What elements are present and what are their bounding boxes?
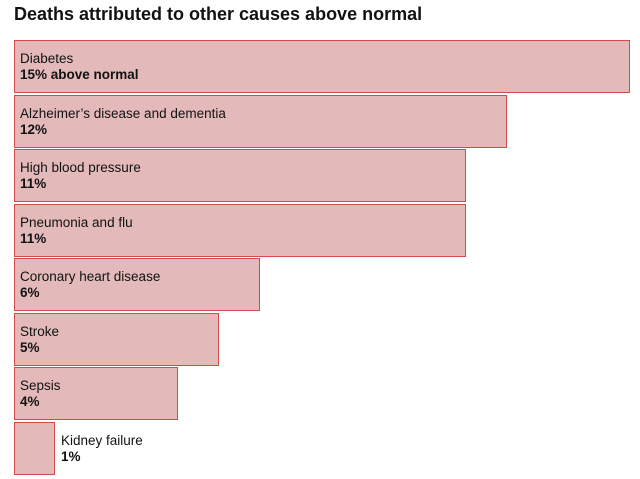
bar bbox=[14, 149, 466, 202]
bar-label: Diabetes 15% above normal bbox=[20, 51, 139, 83]
category-label: Kidney failure bbox=[61, 433, 143, 448]
category-label: Alzheimer’s disease and dementia bbox=[20, 106, 226, 121]
bar bbox=[14, 422, 55, 475]
bar-label: Pneumonia and flu 11% bbox=[20, 215, 133, 247]
bar-label: High blood pressure 11% bbox=[20, 160, 141, 192]
bar-label: Kidney failure 1% bbox=[61, 433, 143, 465]
bar bbox=[14, 367, 178, 420]
bar bbox=[14, 95, 507, 148]
bar bbox=[14, 40, 630, 93]
chart-title: Deaths attributed to other causes above … bbox=[14, 4, 423, 24]
bar-label: Stroke 5% bbox=[20, 324, 59, 356]
category-label: Coronary heart disease bbox=[20, 269, 161, 284]
category-label: Stroke bbox=[20, 324, 60, 339]
bar-label: Alzheimer’s disease and dementia 12% bbox=[20, 106, 226, 138]
bar bbox=[14, 258, 260, 311]
bar-label: Sepsis 4% bbox=[20, 378, 61, 410]
value-label: 4% bbox=[20, 394, 40, 409]
value-label: 6% bbox=[20, 285, 40, 300]
value-label: 11% bbox=[20, 176, 47, 191]
category-label: Sepsis bbox=[20, 378, 61, 393]
value-label: 5% bbox=[20, 340, 40, 355]
bar bbox=[14, 204, 466, 257]
bar-label: Coronary heart disease 6% bbox=[20, 269, 160, 301]
value-label: 15% above normal bbox=[20, 67, 139, 82]
category-label: Pneumonia and flu bbox=[20, 215, 133, 230]
bar bbox=[14, 313, 219, 366]
category-label: Diabetes bbox=[20, 51, 74, 66]
value-label: 12% bbox=[20, 122, 48, 137]
category-label: High blood pressure bbox=[20, 160, 141, 175]
value-label: 1% bbox=[61, 449, 81, 464]
value-label: 11% bbox=[20, 231, 47, 246]
